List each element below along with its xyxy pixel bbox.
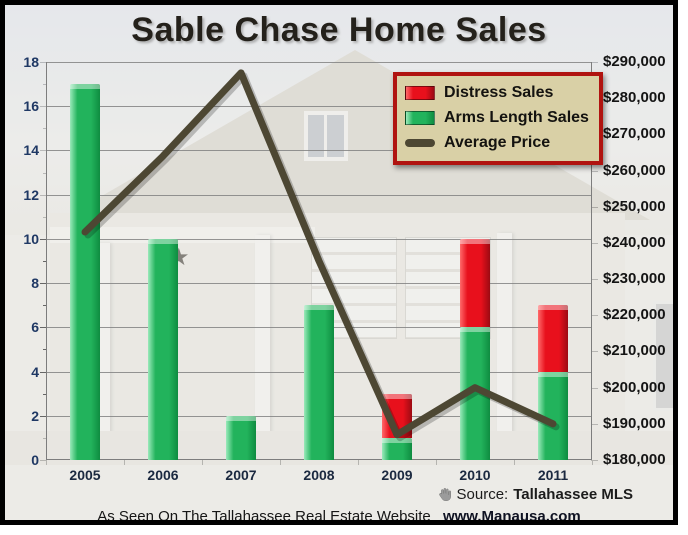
bar-segment-distress-sales: [538, 305, 568, 372]
hand-icon: [437, 487, 452, 502]
website-link[interactable]: www.Manausa.com: [442, 508, 581, 525]
bar-segment-cap: [460, 327, 490, 333]
y-axis-right-label: $190,000: [603, 414, 666, 432]
legend-label: Distress Sales: [444, 83, 554, 101]
bar-segment-cap: [148, 238, 178, 244]
bar-segment-arms-length-sales: [70, 84, 100, 460]
y-axis-right-label: $220,000: [603, 306, 666, 324]
y-axis-right-label: $180,000: [603, 451, 666, 468]
legend-line-swatch: [405, 138, 435, 147]
left-tick: [40, 371, 46, 373]
y-axis-right-label: $200,000: [603, 378, 666, 396]
y-axis-right-label: $290,000: [603, 53, 666, 70]
source-label: Source:: [456, 486, 509, 503]
bar-segment-cap: [382, 437, 412, 443]
legend-label: Average Price: [444, 133, 551, 151]
y-axis-left-label: 18: [23, 54, 39, 70]
gridline: [46, 238, 592, 240]
y-axis-left-label: 12: [23, 186, 39, 203]
bar-segment-cap: [538, 371, 568, 377]
y-axis-left-label: 6: [31, 319, 39, 336]
bar-segment-arms-length-sales: [304, 305, 334, 460]
left-minor-tick: [43, 305, 46, 307]
bar-segment-arms-length-sales: [382, 437, 412, 460]
source-note: Source: Tallahassee MLS: [437, 486, 633, 503]
y-axis-left-label: 0: [31, 452, 39, 468]
y-axis-left-label: 14: [23, 142, 39, 159]
photo-dormer-window: [304, 111, 348, 161]
legend-item-average-price: Average Price: [405, 130, 589, 155]
y-axis-right-label: $210,000: [603, 342, 666, 360]
y-axis-left-label: 10: [23, 230, 39, 247]
left-minor-tick: [43, 349, 46, 351]
left-tick: [40, 327, 46, 329]
y-axis-right-label: $270,000: [603, 125, 666, 143]
bar-segment-cap: [226, 415, 256, 421]
x-axis-label: 2009: [381, 467, 413, 483]
left-tick: [40, 283, 46, 285]
x-axis-label: 2011: [537, 467, 569, 483]
x-axis-label: 2006: [147, 467, 179, 483]
source-value: Tallahassee MLS: [513, 486, 633, 503]
bar-segment-distress-sales: [460, 238, 490, 328]
photo-side-window: [653, 301, 673, 411]
x-axis-label: 2010: [459, 467, 491, 483]
left-minor-tick: [43, 261, 46, 262]
y-axis-right-label: $280,000: [603, 89, 666, 107]
bar-segment-arms-length-sales: [148, 238, 178, 460]
photo-porch-column: [255, 235, 270, 463]
left-axis-line: [46, 62, 47, 460]
chart-title: Sable Chase Home Sales: [131, 11, 547, 49]
gridline: [46, 194, 592, 196]
x-axis-label: 2007: [225, 467, 257, 483]
y-axis-right-label: $250,000: [603, 197, 666, 215]
gridline: [46, 150, 592, 152]
left-minor-tick: [43, 393, 46, 395]
x-axis-label: 2008: [303, 467, 335, 483]
gridline: [46, 283, 592, 285]
tagline: As Seen On The Tallahassee Real Estate W…: [5, 508, 673, 525]
x-axis-label: 2005: [69, 467, 101, 483]
bar-segment-arms-length-sales: [226, 415, 256, 460]
bar-segment-cap: [382, 393, 412, 399]
y-axis-left-label: 4: [31, 363, 39, 380]
plot-area: [46, 62, 592, 460]
gridline: [46, 62, 592, 63]
gridline: [46, 106, 592, 108]
y-axis-left-label: 2: [31, 407, 39, 424]
legend-bar-swatch: [405, 85, 435, 100]
left-tick: [40, 238, 46, 240]
y-axis-right-label: $230,000: [603, 270, 666, 288]
y-axis-right-label: $260,000: [603, 161, 666, 179]
y-axis-left-label: 16: [23, 98, 39, 115]
legend-bar-swatch: [405, 110, 435, 125]
legend-label: Arms Length Sales: [444, 108, 589, 126]
average-price-line: [81, 69, 560, 442]
legend-item-distress-sales: Distress Sales: [405, 80, 589, 105]
bar-segment-cap: [460, 238, 490, 244]
legend: Distress Sales Arms Length Sales Average P…: [393, 72, 603, 165]
left-tick: [40, 415, 46, 417]
bar-segment-cap: [538, 305, 568, 311]
legend-item-arms-length-sales: Arms Length Sales: [405, 105, 589, 130]
y-axis-right-label: $240,000: [603, 233, 666, 251]
right-axis-line: [591, 62, 592, 460]
tagline-text: As Seen On The Tallahassee Real Estate W…: [97, 508, 431, 525]
y-axis-left-label: 8: [31, 275, 39, 292]
chart-frame: ★ Sable Chase Home Sales 0 2 4 6 8 10 12 14 16 18…: [0, 0, 678, 525]
bar-segment-cap: [70, 84, 100, 90]
bar-segment-cap: [304, 305, 334, 311]
